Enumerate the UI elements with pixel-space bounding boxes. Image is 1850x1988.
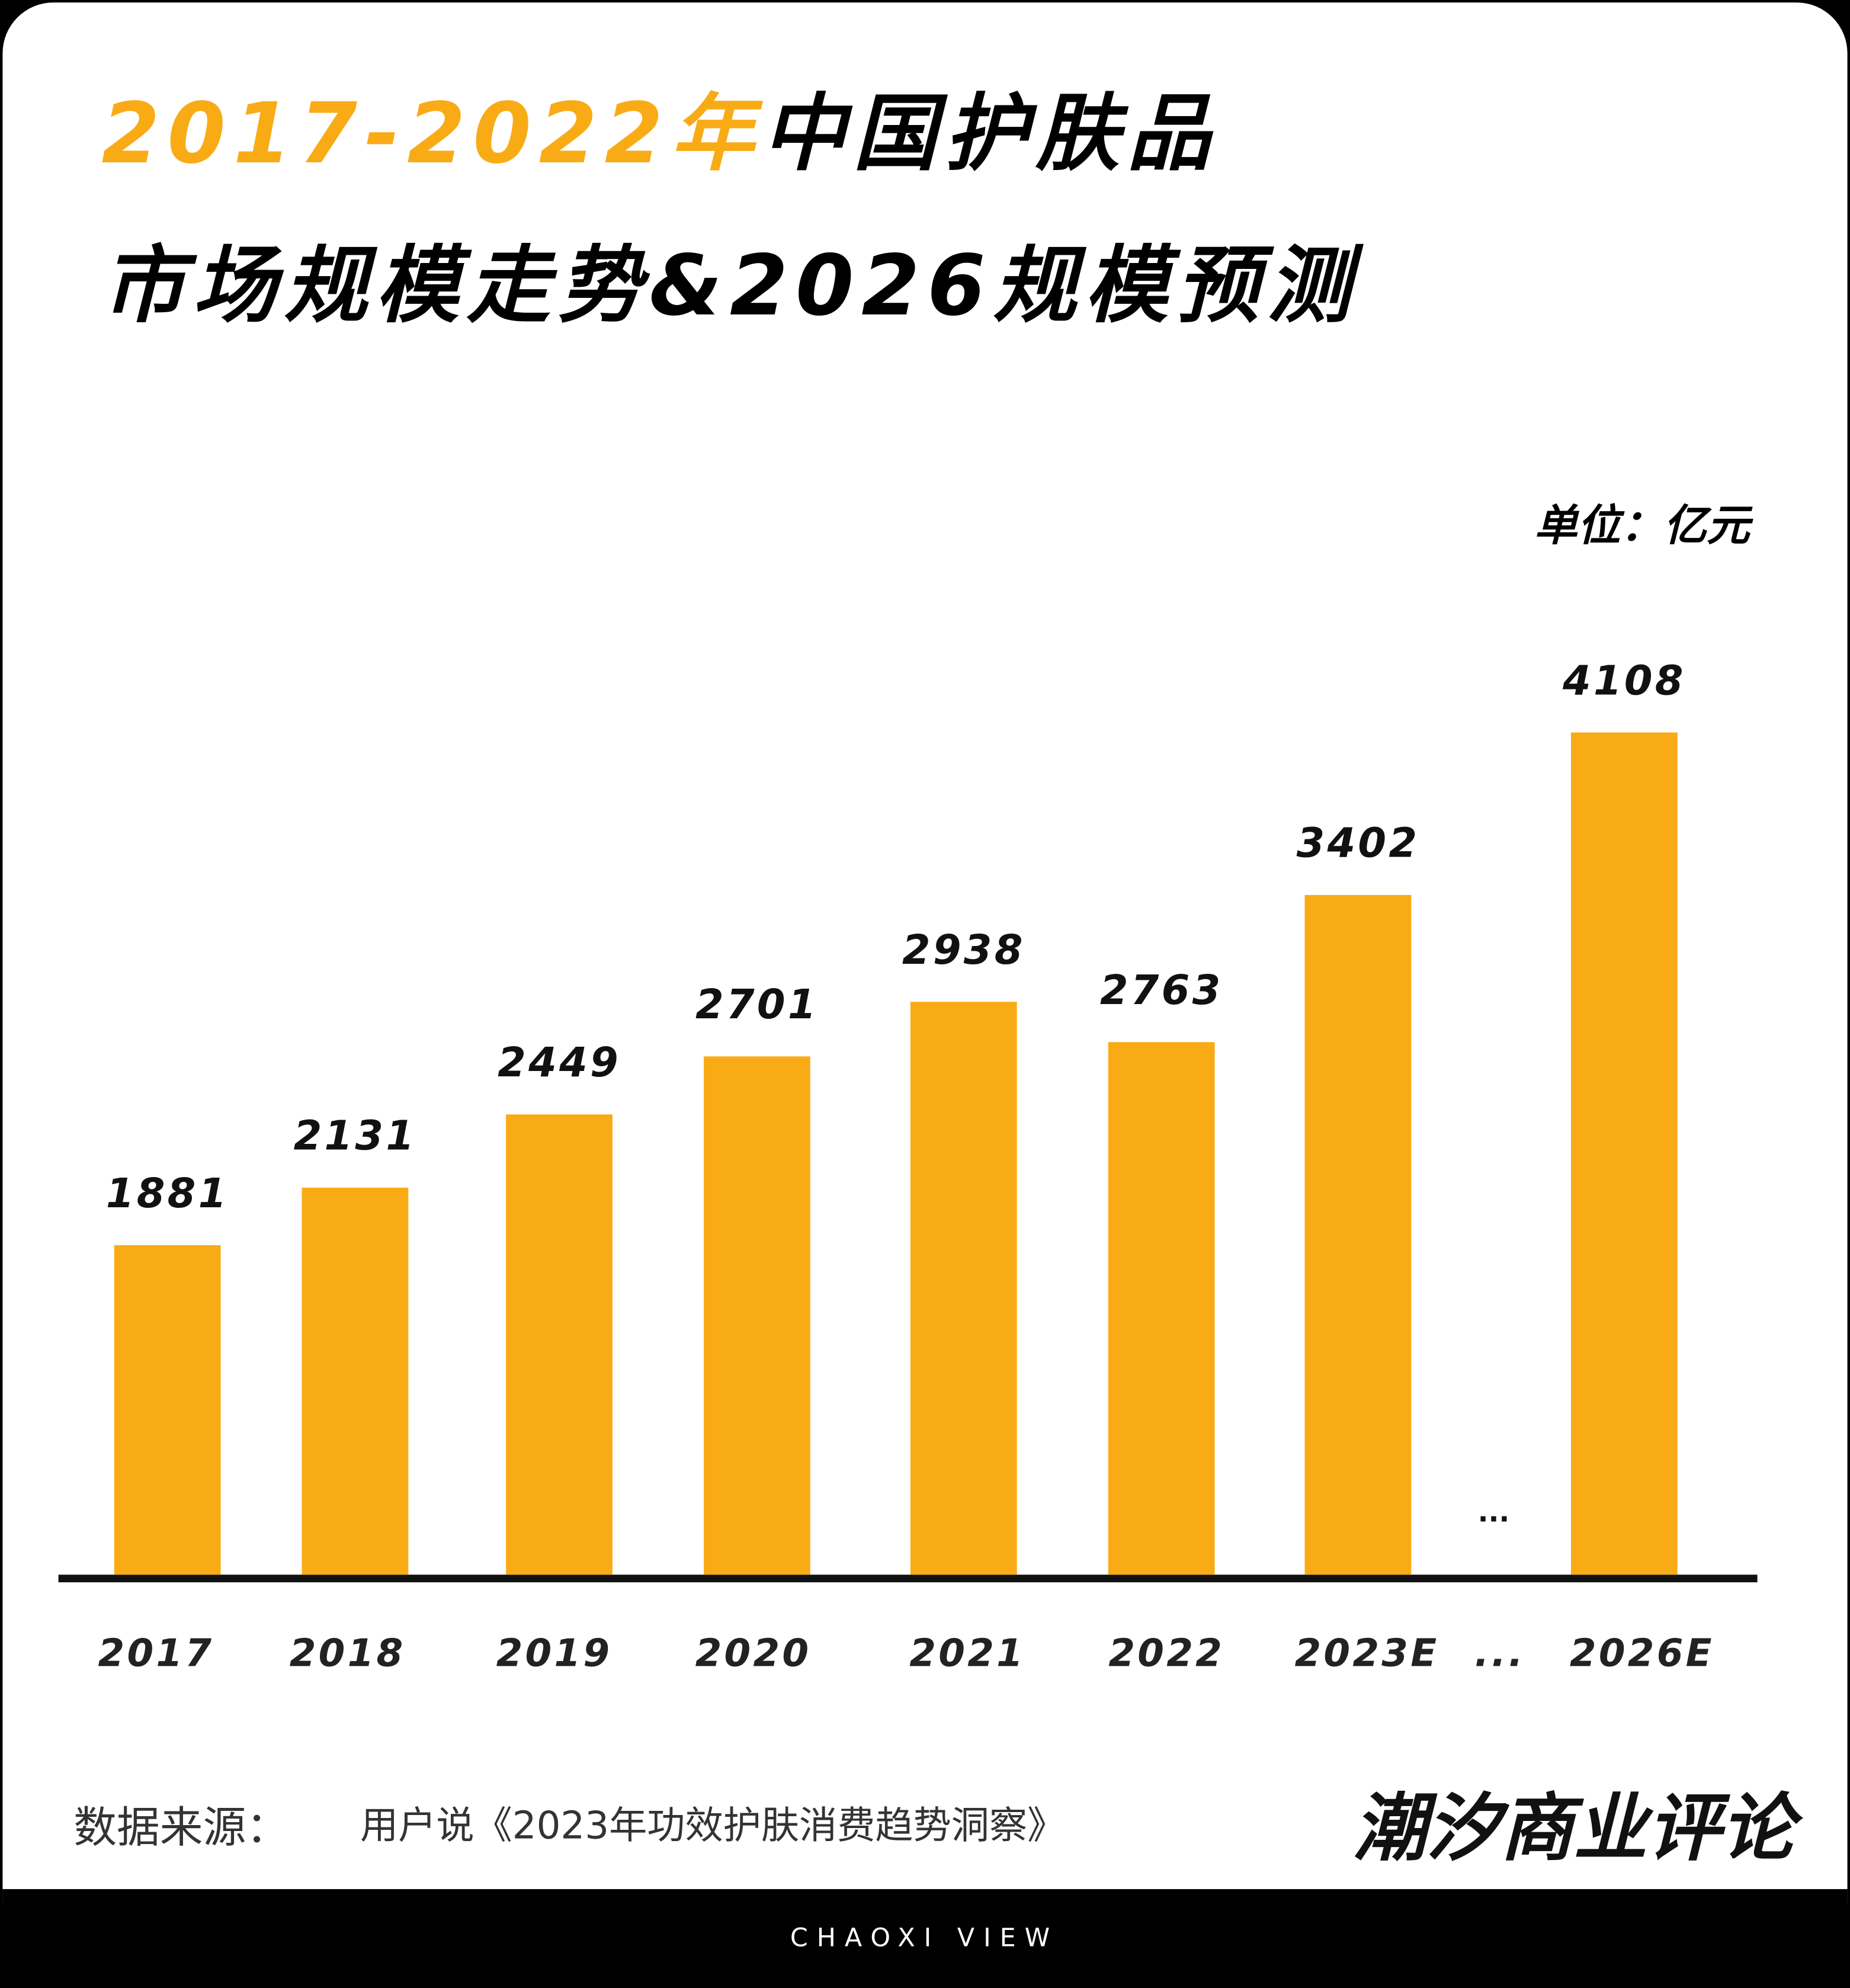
value-label: 1881 — [106, 1170, 229, 1217]
bar — [506, 1114, 613, 1575]
brand: 潮汐商业评论 — [1353, 1786, 1804, 1871]
unit-label: 单位：亿元 — [1534, 501, 1753, 551]
source: 用户说《2023年功效护肤消费趋势洞察》 — [360, 1803, 1065, 1848]
bar — [1570, 732, 1678, 1575]
x-tick-label: 2023E — [1294, 1631, 1439, 1675]
x-tick-label: 2018 — [290, 1631, 406, 1675]
bar — [910, 1002, 1017, 1575]
bar — [704, 1056, 810, 1575]
value-label: 2763 — [1100, 967, 1223, 1014]
bar — [302, 1187, 409, 1575]
x-tick-label: 2022 — [1108, 1631, 1224, 1675]
bar — [1304, 894, 1412, 1575]
footer-band — [2, 1889, 1848, 1986]
bar — [114, 1245, 221, 1575]
x-tick-label: 2026E — [1570, 1631, 1714, 1675]
x-tick-label: 2021 — [909, 1631, 1025, 1675]
value-label: 2131 — [294, 1112, 417, 1160]
chart-title-line2: 市场规模走势&2026规模预测 — [101, 238, 1364, 335]
gap-marker: ... — [1478, 1496, 1510, 1528]
chart-title: 2017-2022年中国护肤品 — [101, 85, 1218, 182]
x-tick-label: ... — [1474, 1631, 1525, 1675]
bar — [1108, 1042, 1215, 1575]
x-tick-label: 2020 — [695, 1631, 812, 1675]
tagline: CHAOXI VIEW — [790, 1923, 1059, 1952]
value-label: 2701 — [695, 981, 819, 1028]
source-label: 数据来源： — [73, 1803, 289, 1853]
x-tick-label: 2019 — [496, 1631, 613, 1675]
value-label: 2449 — [498, 1039, 621, 1086]
title-highlight: 2017-2022年 — [101, 85, 763, 182]
x-tick-label: 2017 — [98, 1631, 214, 1675]
value-label: 3402 — [1297, 820, 1420, 867]
title-rest: 中国护肤品 — [762, 85, 1218, 182]
value-label: 4108 — [1562, 657, 1686, 704]
value-label: 2938 — [902, 926, 1025, 974]
